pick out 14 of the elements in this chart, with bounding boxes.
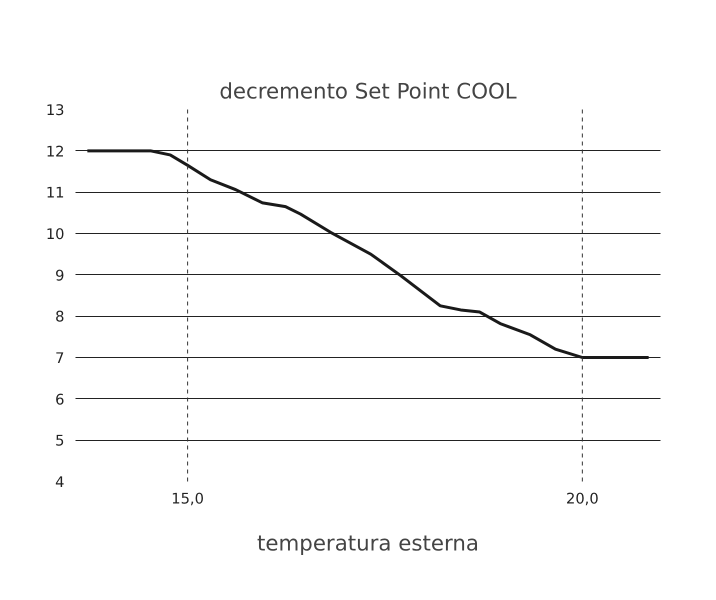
x-tick-label: 15,0 [171, 490, 204, 508]
y-tick-label: 13 [46, 102, 65, 119]
y-tick-label: 10 [46, 226, 65, 243]
y-tick-label: 4 [55, 474, 65, 491]
y-tick-label: 9 [55, 267, 65, 284]
x-axis-title: temperatura esterna [257, 532, 479, 556]
y-tick-label: 12 [46, 143, 65, 160]
chart-title: decremento Set Point COOL [219, 80, 517, 104]
y-tick-label: 5 [55, 432, 65, 450]
x-tick-label: 20,0 [566, 490, 599, 508]
y-tick-label: 6 [55, 391, 65, 408]
y-tick-label: 11 [46, 184, 65, 202]
y-tick-label: 7 [55, 350, 65, 367]
y-tick-label: 8 [55, 308, 65, 326]
